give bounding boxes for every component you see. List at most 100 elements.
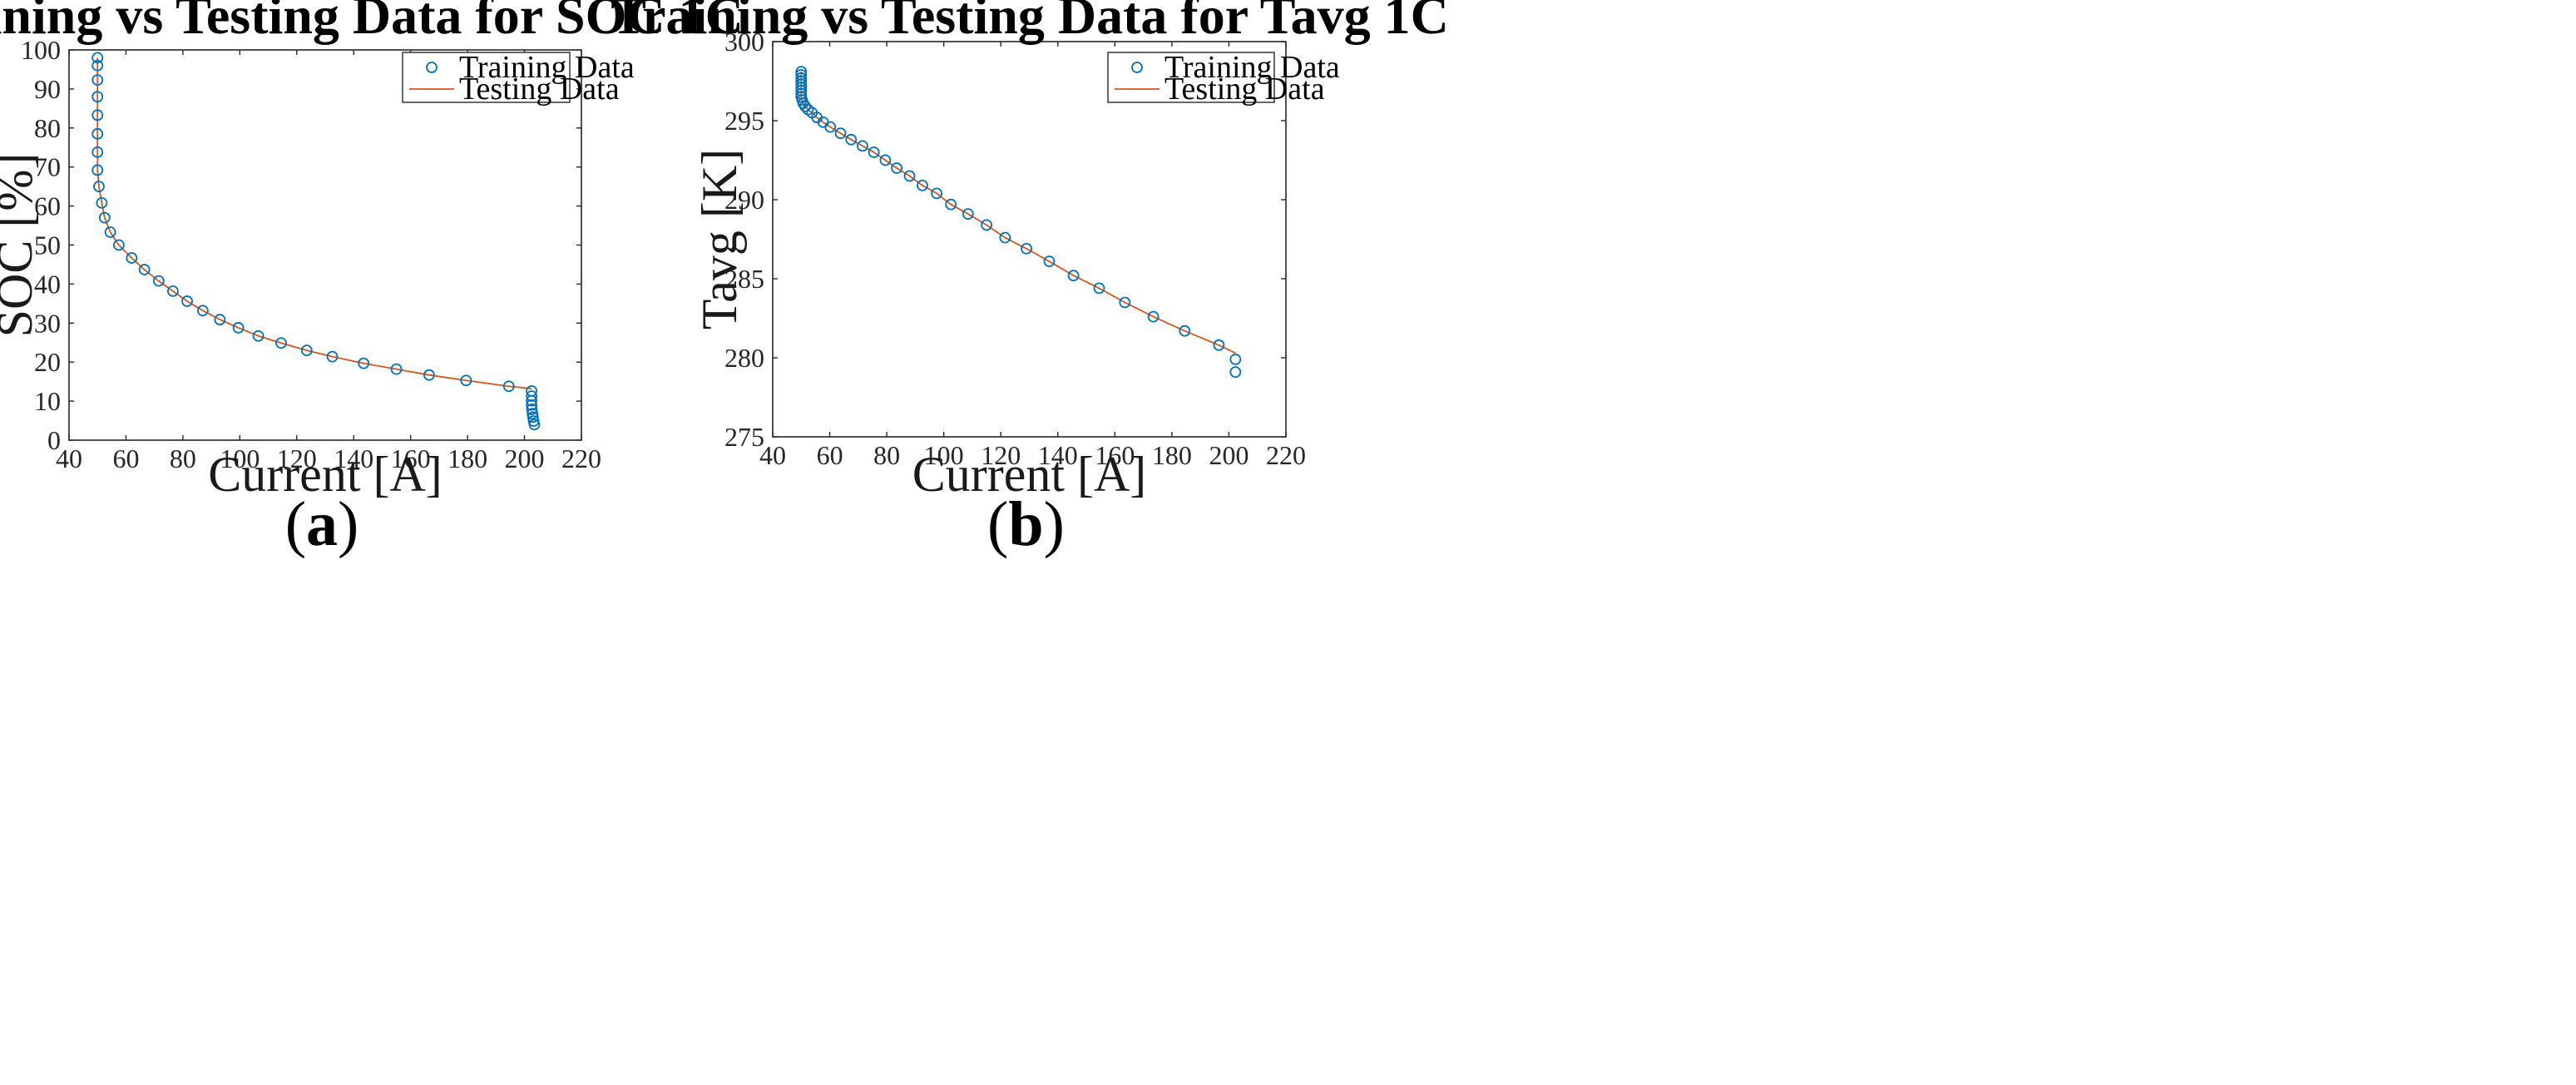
y-tick-label: 70 bbox=[34, 152, 61, 182]
training-data-point bbox=[1229, 353, 1242, 365]
training-data-point bbox=[868, 146, 880, 158]
legend-box bbox=[402, 52, 571, 103]
training-data-point bbox=[93, 181, 105, 193]
x-tick-label: 180 bbox=[447, 443, 487, 473]
x-tick-label: 160 bbox=[391, 443, 431, 473]
x-tick-label: 120 bbox=[981, 440, 1021, 470]
training-data-point bbox=[96, 196, 108, 209]
y-tick-label: 300 bbox=[724, 27, 764, 57]
x-tick-label: 60 bbox=[112, 443, 139, 473]
caption-close: ) bbox=[1044, 489, 1065, 559]
training-data-point bbox=[232, 322, 245, 334]
training-data-point bbox=[390, 363, 403, 375]
training-data-point bbox=[326, 350, 339, 363]
training-data-point bbox=[526, 404, 538, 415]
x-tick-label: 80 bbox=[873, 440, 900, 470]
y-tick-label: 285 bbox=[724, 264, 764, 294]
training-data-point bbox=[834, 127, 847, 140]
legend-testing-label: Testing Data bbox=[459, 72, 620, 107]
training-data-point bbox=[460, 374, 472, 387]
soc-chart-svg: 40 60 80 100 120 140 160 180 200 220 0 10 20 30 40 50 60… bbox=[0, 0, 744, 559]
y-tick-label: 60 bbox=[34, 191, 61, 221]
training-data-point bbox=[91, 146, 104, 158]
training-data-point bbox=[1067, 270, 1080, 282]
training-data-point bbox=[931, 187, 943, 200]
training-data-point bbox=[1093, 282, 1105, 295]
legend-training-label: Training Data bbox=[1164, 50, 1340, 85]
x-tick-label: 120 bbox=[277, 443, 317, 473]
training-data-point bbox=[526, 399, 538, 411]
legend-training-marker bbox=[426, 62, 438, 73]
x-tick-label: 200 bbox=[1209, 440, 1248, 470]
training-data-point bbox=[962, 208, 974, 220]
training-data-point bbox=[167, 285, 179, 297]
x-tick-label: 100 bbox=[924, 440, 964, 470]
caption-letter: a bbox=[306, 489, 338, 559]
training-data-point bbox=[845, 133, 858, 146]
caption-open: ( bbox=[285, 489, 306, 559]
training-data-point bbox=[999, 231, 1011, 244]
x-tick-label: 40 bbox=[56, 443, 82, 473]
x-tick-label: 80 bbox=[170, 443, 196, 473]
training-data-point bbox=[903, 170, 916, 182]
training-data-point bbox=[824, 121, 837, 133]
y-tick-label: 100 bbox=[21, 35, 61, 65]
training-data-point bbox=[1119, 296, 1131, 309]
training-data-point bbox=[91, 164, 104, 176]
y-tick-label: 10 bbox=[34, 386, 61, 416]
y-tick-label: 275 bbox=[724, 422, 764, 452]
x-axis-label: Current [A] bbox=[208, 447, 443, 502]
training-data-point bbox=[917, 179, 928, 191]
training-data-point bbox=[981, 219, 992, 231]
training-data-point bbox=[91, 52, 104, 64]
training-data-point bbox=[275, 337, 287, 349]
panel-caption: (a) bbox=[285, 489, 359, 559]
training-data-point bbox=[1021, 242, 1032, 255]
y-axis-label: Tavg [K] bbox=[692, 149, 747, 329]
training-data-point bbox=[181, 295, 193, 307]
chart-title: Training vs Testing Data for Tavg 1C bbox=[611, 0, 1449, 45]
training-data-point bbox=[300, 344, 313, 357]
caption-letter: b bbox=[1008, 489, 1043, 559]
y-tick-label: 80 bbox=[34, 113, 61, 143]
y-axis-label: SOC [%] bbox=[0, 153, 42, 338]
y-tick-label: 50 bbox=[34, 230, 61, 260]
training-data-point bbox=[879, 154, 892, 166]
legend-training-marker bbox=[1131, 62, 1143, 73]
training-data-point bbox=[91, 59, 104, 72]
x-axis-label: Current [A] bbox=[912, 447, 1147, 502]
training-data-point bbox=[857, 140, 868, 152]
x-tick-label: 60 bbox=[817, 440, 843, 470]
x-tick-label: 100 bbox=[220, 443, 260, 473]
training-data-point bbox=[945, 198, 957, 211]
training-data-point bbox=[358, 357, 370, 369]
chart-panel-tavg: 40 60 80 100 120 140 160 180 200 220 275 280 285 290 2… bbox=[611, 0, 2575, 1085]
training-data-point bbox=[528, 419, 541, 431]
x-tick-label: 140 bbox=[334, 443, 373, 473]
training-data-point bbox=[527, 411, 539, 424]
x-tick-label: 140 bbox=[1038, 440, 1078, 470]
training-data-point bbox=[526, 390, 538, 402]
x-tick-label: 220 bbox=[561, 443, 601, 473]
training-data-point bbox=[1229, 366, 1242, 379]
y-tick-label: 20 bbox=[34, 347, 61, 377]
legend-training-label: Training Data bbox=[459, 50, 635, 85]
training-data-point bbox=[112, 239, 125, 251]
training-data-point bbox=[91, 127, 104, 140]
chart-panel-soc: 40 60 80 100 120 140 160 180 200 220 0 10 20 30 40 50 60… bbox=[0, 0, 744, 559]
training-data-point bbox=[1213, 339, 1225, 351]
chart-title: Training vs Testing Data for SOC 1C bbox=[0, 0, 744, 45]
training-data-point bbox=[526, 394, 538, 407]
x-tick-label: 160 bbox=[1095, 440, 1135, 470]
y-tick-label: 290 bbox=[724, 185, 764, 215]
x-tick-label: 220 bbox=[1266, 440, 1306, 470]
training-data-point bbox=[891, 162, 903, 174]
y-tick-label: 40 bbox=[34, 269, 61, 299]
training-data-point bbox=[252, 329, 265, 342]
plot-area bbox=[68, 49, 582, 441]
x-tick-label: 200 bbox=[505, 443, 545, 473]
y-tick-label: 90 bbox=[34, 74, 61, 104]
y-tick-label: 295 bbox=[724, 106, 764, 136]
training-data-point bbox=[104, 226, 116, 238]
training-data-point bbox=[91, 74, 104, 87]
